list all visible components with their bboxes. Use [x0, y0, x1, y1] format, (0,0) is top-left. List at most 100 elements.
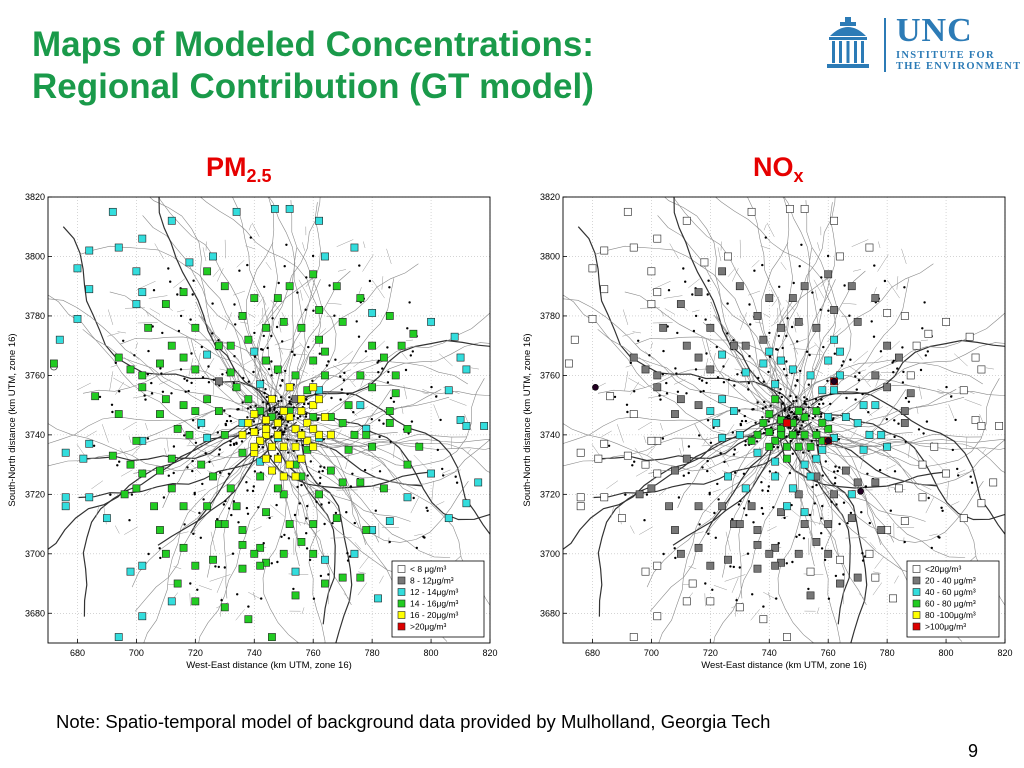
data-point [161, 300, 170, 308]
receptor-dot [822, 402, 825, 405]
legend-swatch [912, 622, 921, 631]
road-segment [949, 501, 960, 507]
data-point [226, 368, 235, 377]
data-point [794, 549, 803, 558]
data-point [203, 350, 212, 359]
road-segment [278, 348, 292, 350]
road-segment [203, 430, 211, 432]
receptor-dot [752, 408, 755, 411]
receptor-dot [308, 558, 312, 562]
data-point [623, 207, 632, 216]
data-point [167, 454, 176, 463]
receptor-dot [392, 400, 396, 403]
road-segment [799, 476, 815, 491]
road [292, 263, 419, 415]
road-segment [852, 269, 862, 272]
data-point [777, 430, 785, 439]
data-point [156, 466, 164, 475]
receptor-dot [257, 445, 260, 449]
road-segment [441, 469, 451, 474]
road-segment [826, 476, 842, 492]
receptor-dot [904, 396, 908, 400]
receptor-dot [274, 411, 277, 414]
data-point [895, 484, 903, 493]
data-point [91, 392, 100, 401]
receptor-dot [768, 355, 772, 358]
receptor-dot [293, 513, 297, 517]
data-point [918, 460, 927, 469]
receptor-dot [706, 293, 709, 296]
data-point [800, 413, 809, 421]
receptor-dot [408, 301, 411, 304]
receptor-dot [374, 509, 377, 512]
legend-swatch [397, 565, 406, 573]
data-point [824, 413, 833, 421]
receptor-dot [279, 384, 282, 387]
receptor-dot [276, 452, 279, 455]
road-segment [739, 239, 741, 259]
road-segment [859, 443, 881, 448]
road [563, 294, 776, 437]
receptor-dot [731, 431, 734, 434]
road-segment [248, 224, 252, 231]
legend-swatch [912, 599, 921, 608]
road [594, 245, 779, 401]
data-point [262, 323, 270, 332]
road-segment [679, 448, 682, 456]
receptor-dot [323, 466, 326, 469]
receptor-dot [219, 471, 222, 474]
data-point [368, 383, 377, 392]
data-point [865, 549, 874, 558]
data-point [279, 549, 288, 558]
data-point [771, 436, 780, 445]
receptor-dot [743, 507, 746, 510]
data-point [735, 520, 744, 528]
receptor-dot [363, 468, 367, 472]
receptor-dot [245, 506, 249, 510]
road-segment [274, 336, 284, 355]
receptor-dot [275, 503, 278, 507]
receptor-dot [288, 396, 291, 399]
receptor-dot [176, 293, 179, 296]
data-point [368, 442, 377, 451]
receptor-dot [940, 506, 943, 509]
data-point [788, 430, 797, 439]
receptor-dot [191, 419, 195, 422]
receptor-dot [783, 407, 786, 410]
receptor-dot [761, 263, 764, 267]
receptor-dot [879, 350, 883, 353]
road-segment [616, 424, 624, 443]
receptor-dot [726, 302, 729, 305]
receptor-dot [275, 325, 279, 329]
road-segment [946, 480, 949, 501]
data-point [676, 300, 685, 308]
receptor-dot [745, 513, 748, 517]
data-point [456, 416, 465, 424]
receptor-dot [842, 501, 846, 504]
receptor-dot [846, 522, 849, 525]
road-segment [663, 295, 683, 299]
receptor-dot [714, 536, 717, 539]
receptor-dot [223, 409, 226, 412]
receptor-dot [410, 420, 414, 423]
road-segment [107, 332, 120, 337]
road-segment [877, 254, 889, 272]
road-segment [792, 427, 802, 444]
data-point [179, 288, 188, 297]
data-point [718, 502, 727, 511]
data-point [600, 246, 609, 255]
road-segment [692, 531, 704, 535]
receptor-dot [625, 403, 629, 406]
road-segment [263, 440, 266, 451]
data-point [138, 288, 147, 297]
receptor-dot [378, 419, 381, 422]
road-segment [803, 344, 816, 353]
road-segment [770, 321, 778, 327]
data-point [380, 484, 388, 493]
road [803, 418, 1005, 486]
data-point [836, 252, 844, 261]
data-point [244, 395, 253, 404]
receptor-dot [320, 503, 323, 506]
receptor-dot [737, 503, 741, 506]
road-segment [311, 328, 327, 343]
